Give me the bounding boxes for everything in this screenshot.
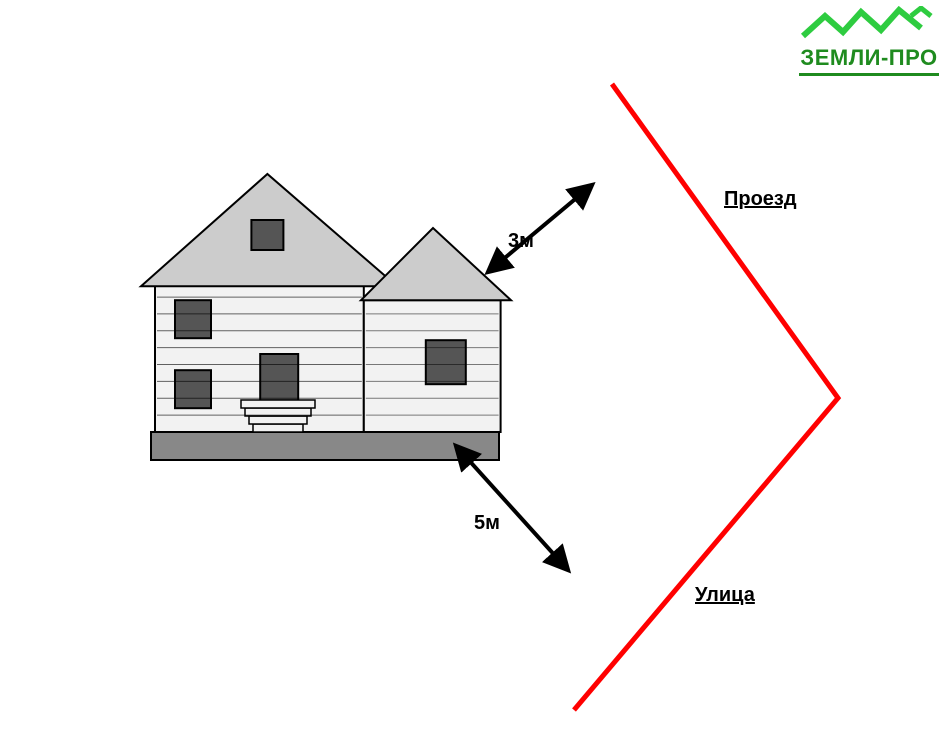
logo-peaks-icon (799, 6, 939, 40)
diagram-canvas: Проезд Улица 3м 5м ЗЕМЛИ-ПРО (0, 0, 945, 756)
diagram-svg (0, 0, 945, 756)
brand-logo: ЗЕМЛИ-ПРО (799, 6, 939, 76)
logo-underline (799, 73, 939, 76)
dimension-label-street: 5м (474, 512, 500, 535)
dimension-label-driveway: 3м (508, 230, 534, 253)
logo-text: ЗЕМЛИ-ПРО (799, 45, 939, 71)
boundary-line (574, 84, 838, 710)
house-illustration (141, 174, 511, 460)
dimension-arrow-street (456, 446, 568, 570)
label-street: Улица (695, 584, 755, 607)
label-driveway: Проезд (724, 188, 797, 211)
dimension-arrow-driveway (488, 185, 592, 272)
